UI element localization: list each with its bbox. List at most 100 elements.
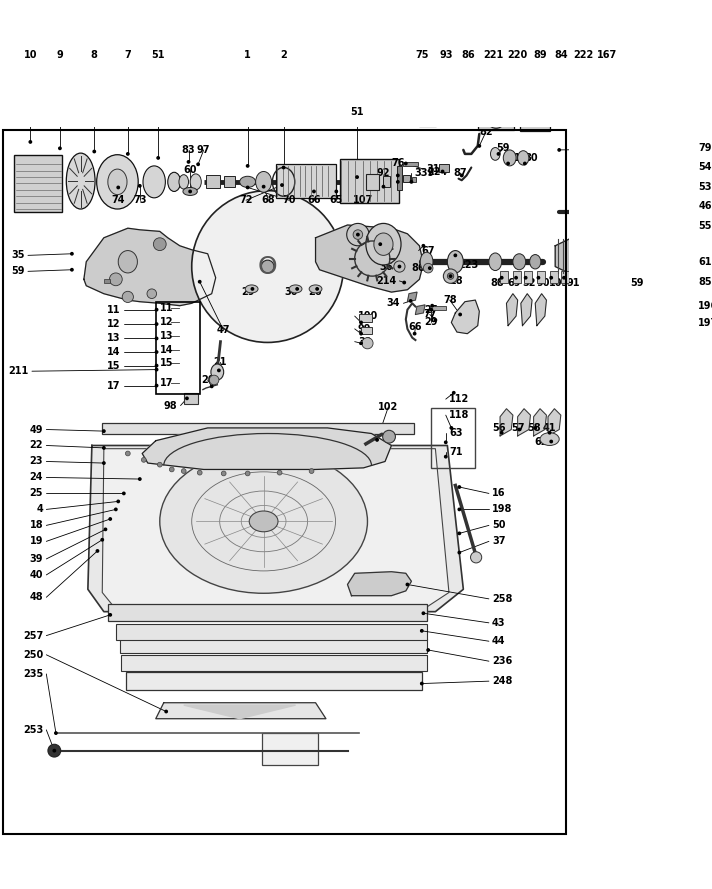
Text: 102: 102 xyxy=(378,402,399,412)
Ellipse shape xyxy=(143,166,165,198)
Circle shape xyxy=(409,300,412,302)
Text: 11: 11 xyxy=(107,305,120,315)
Circle shape xyxy=(558,148,560,151)
Text: 79: 79 xyxy=(698,143,712,153)
Text: 99: 99 xyxy=(358,324,372,334)
Circle shape xyxy=(678,306,680,308)
Circle shape xyxy=(360,342,362,344)
Ellipse shape xyxy=(491,148,500,160)
Circle shape xyxy=(335,190,337,193)
Text: 214: 214 xyxy=(376,276,397,286)
Polygon shape xyxy=(103,449,449,609)
Ellipse shape xyxy=(366,223,401,265)
Text: 67: 67 xyxy=(422,245,435,255)
Bar xyxy=(397,166,402,190)
Circle shape xyxy=(497,153,500,155)
Circle shape xyxy=(263,186,265,188)
Text: 11: 11 xyxy=(159,303,173,313)
Circle shape xyxy=(211,385,213,388)
Text: 68: 68 xyxy=(261,196,276,205)
Circle shape xyxy=(397,174,399,177)
Text: 103: 103 xyxy=(549,277,570,287)
Circle shape xyxy=(606,126,608,129)
Circle shape xyxy=(379,243,382,245)
Circle shape xyxy=(218,369,220,372)
Text: 86: 86 xyxy=(461,50,475,60)
Polygon shape xyxy=(88,445,464,612)
Bar xyxy=(668,234,701,261)
Circle shape xyxy=(429,267,431,269)
Text: 88: 88 xyxy=(490,277,504,287)
Bar xyxy=(520,96,550,131)
Text: 60: 60 xyxy=(184,164,197,175)
Circle shape xyxy=(458,551,461,554)
Circle shape xyxy=(582,124,585,125)
Text: 84: 84 xyxy=(555,50,568,60)
Text: 48: 48 xyxy=(29,592,43,602)
Ellipse shape xyxy=(179,174,189,189)
Circle shape xyxy=(458,485,461,488)
Text: 82: 82 xyxy=(479,127,493,137)
Circle shape xyxy=(281,184,283,187)
Circle shape xyxy=(560,120,562,123)
Text: 55: 55 xyxy=(698,220,712,231)
Text: 34: 34 xyxy=(387,299,400,308)
Bar xyxy=(439,164,449,172)
Ellipse shape xyxy=(513,253,525,269)
Polygon shape xyxy=(451,300,479,333)
Text: 10: 10 xyxy=(23,50,37,60)
Circle shape xyxy=(104,528,107,531)
Ellipse shape xyxy=(190,174,201,190)
Text: 223: 223 xyxy=(459,260,478,270)
Text: 66: 66 xyxy=(409,322,422,332)
Text: 236: 236 xyxy=(492,656,513,666)
Text: 118: 118 xyxy=(449,410,469,420)
Circle shape xyxy=(444,455,447,458)
Circle shape xyxy=(360,321,362,324)
Circle shape xyxy=(421,629,423,632)
Ellipse shape xyxy=(142,458,146,462)
Ellipse shape xyxy=(256,172,271,192)
Text: 224: 224 xyxy=(428,167,448,177)
Text: 40: 40 xyxy=(30,570,43,580)
Polygon shape xyxy=(500,409,513,436)
Circle shape xyxy=(449,275,451,277)
Bar xyxy=(108,604,427,621)
Text: 253: 253 xyxy=(23,725,43,735)
Text: 18: 18 xyxy=(29,520,43,531)
Bar xyxy=(561,271,569,283)
Circle shape xyxy=(246,164,249,167)
Ellipse shape xyxy=(374,233,393,255)
Ellipse shape xyxy=(125,451,130,456)
Circle shape xyxy=(296,288,298,290)
Circle shape xyxy=(421,683,423,685)
Bar xyxy=(668,260,681,263)
Circle shape xyxy=(165,710,167,713)
Text: 31: 31 xyxy=(426,164,440,174)
Circle shape xyxy=(70,252,73,255)
Text: 78: 78 xyxy=(443,295,456,305)
Circle shape xyxy=(459,313,461,316)
Circle shape xyxy=(516,114,519,116)
Ellipse shape xyxy=(485,100,507,128)
Ellipse shape xyxy=(147,289,157,299)
Circle shape xyxy=(155,384,158,387)
Text: 211: 211 xyxy=(9,366,28,376)
Circle shape xyxy=(434,319,436,321)
Ellipse shape xyxy=(309,469,314,474)
Circle shape xyxy=(55,732,57,734)
Ellipse shape xyxy=(118,251,137,273)
Circle shape xyxy=(404,163,407,164)
Text: 83: 83 xyxy=(182,145,195,155)
Text: 44: 44 xyxy=(492,637,506,646)
Circle shape xyxy=(676,262,679,265)
Text: 59: 59 xyxy=(630,277,644,287)
Circle shape xyxy=(127,153,129,155)
Ellipse shape xyxy=(382,430,395,443)
Text: 61: 61 xyxy=(698,257,712,267)
Ellipse shape xyxy=(168,172,181,191)
Polygon shape xyxy=(521,293,532,325)
Polygon shape xyxy=(533,409,546,436)
Bar xyxy=(361,327,372,333)
Ellipse shape xyxy=(518,151,529,165)
